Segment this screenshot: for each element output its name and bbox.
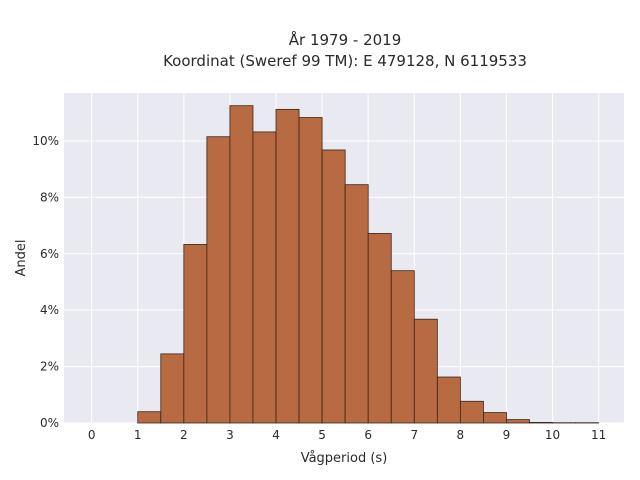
chart-title-line-2: Koordinat (Sweref 99 TM): E 479128, N 61…	[163, 52, 527, 70]
chart-title-line-1: År 1979 - 2019	[289, 30, 402, 49]
histogram-bar	[183, 244, 208, 424]
x-axis-label: Vågperiod (s)	[301, 451, 388, 466]
histogram-bar	[137, 411, 162, 424]
histogram-bar	[160, 353, 185, 424]
histogram-bar	[529, 422, 553, 424]
histogram-bar	[506, 419, 530, 424]
x-tick-label: 4	[272, 428, 280, 442]
histogram-bar	[367, 233, 392, 424]
x-tick-label: 0	[88, 428, 96, 442]
y-axis-label: Andel	[14, 240, 29, 277]
x-tick-label: 5	[318, 428, 326, 442]
y-tick-label: 6%	[40, 247, 59, 261]
histogram-bar	[252, 131, 277, 424]
histogram-bar	[229, 105, 254, 424]
histogram-bar	[275, 108, 300, 424]
x-tick-label: 11	[591, 428, 606, 442]
histogram-bar	[298, 117, 323, 424]
histogram-bar	[344, 184, 369, 424]
histogram-bar	[459, 400, 484, 424]
histogram-bar	[390, 270, 415, 424]
x-tick-label: 8	[457, 428, 465, 442]
bars	[137, 105, 600, 424]
y-tick-label: 2%	[40, 360, 59, 374]
y-axis-ticks: 0% 2% 4% 6% 8% 10%	[32, 134, 59, 430]
histogram-bar	[321, 149, 346, 424]
y-tick-label: 4%	[40, 303, 59, 317]
histogram-bar	[413, 318, 438, 424]
x-tick-label: 3	[226, 428, 234, 442]
histogram-bar	[436, 376, 461, 424]
x-tick-label: 6	[364, 428, 372, 442]
x-tick-label: 7	[410, 428, 418, 442]
x-tick-label: 10	[545, 428, 560, 442]
y-tick-label: 10%	[32, 134, 59, 148]
x-tick-label: 2	[180, 428, 188, 442]
histogram-bar	[206, 136, 231, 424]
x-axis-ticks: 0 1 2 3 4 5 6 7 8 9 10 11	[88, 428, 606, 442]
x-tick-label: 1	[134, 428, 142, 442]
y-tick-label: 0%	[40, 416, 59, 430]
y-tick-label: 8%	[40, 190, 59, 204]
histogram-bar	[483, 412, 507, 424]
x-tick-label: 9	[503, 428, 511, 442]
